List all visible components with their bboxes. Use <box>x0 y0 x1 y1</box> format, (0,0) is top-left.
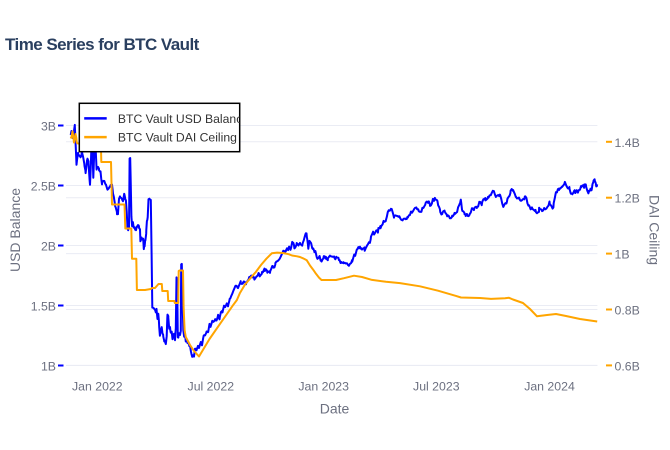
svg-text:Jan 2024: Jan 2024 <box>524 379 575 393</box>
svg-text:0.6B: 0.6B <box>615 359 640 373</box>
svg-text:2.5B: 2.5B <box>31 180 56 194</box>
svg-text:USD Balance: USD Balance <box>7 188 23 272</box>
svg-text:1B: 1B <box>41 360 56 374</box>
svg-text:1B: 1B <box>615 248 630 262</box>
svg-text:BTC Vault DAI Ceiling: BTC Vault DAI Ceiling <box>118 131 237 145</box>
svg-text:Date: Date <box>320 401 350 417</box>
svg-text:Jan 2023: Jan 2023 <box>298 379 349 393</box>
svg-text:DAI Ceiling: DAI Ceiling <box>647 195 663 265</box>
svg-text:3B: 3B <box>41 120 56 134</box>
svg-text:2B: 2B <box>41 240 56 254</box>
svg-text:Jul 2023: Jul 2023 <box>413 379 460 393</box>
svg-text:1.2B: 1.2B <box>615 192 640 206</box>
svg-text:0.8B: 0.8B <box>615 304 640 318</box>
svg-text:Jul 2022: Jul 2022 <box>188 379 235 393</box>
svg-text:Time Series for BTC Vault: Time Series for BTC Vault <box>5 35 200 54</box>
svg-text:Jan 2022: Jan 2022 <box>72 379 123 393</box>
svg-text:1.5B: 1.5B <box>31 300 56 314</box>
svg-text:1.4B: 1.4B <box>615 136 640 150</box>
svg-text:BTC Vault USD Balance: BTC Vault USD Balance <box>118 112 249 126</box>
